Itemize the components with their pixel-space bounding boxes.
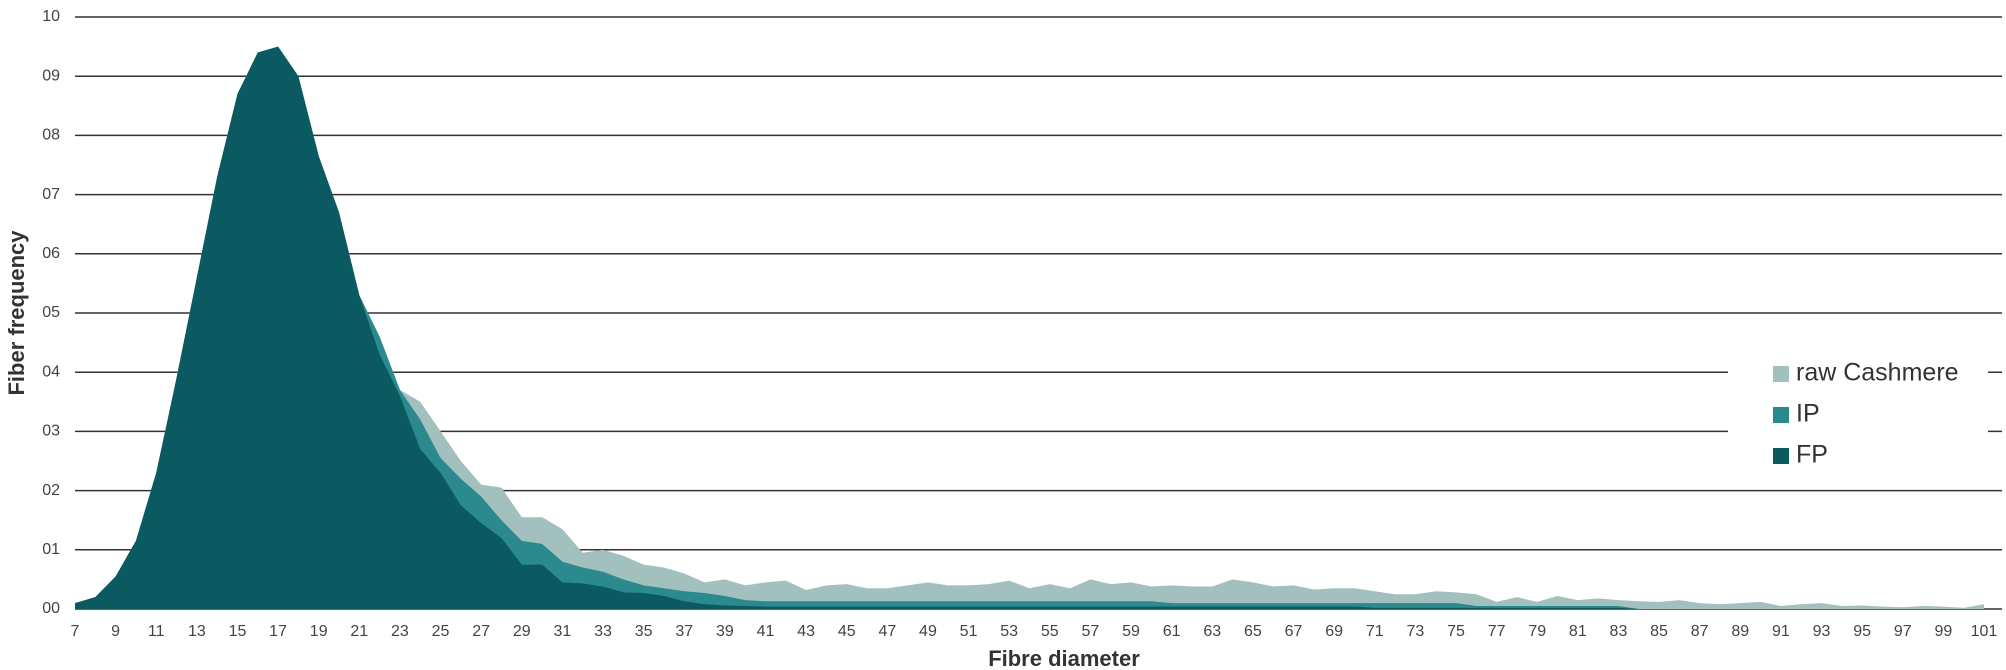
area: [75, 46, 1984, 610]
x-tick-label: 83: [1610, 623, 1628, 640]
legend-swatch: [1773, 407, 1789, 423]
x-tick-label: 55: [1041, 623, 1059, 640]
y-tick-label: 07: [42, 186, 60, 203]
x-tick-label: 75: [1447, 623, 1465, 640]
x-tick-label: 7: [71, 623, 80, 640]
x-tick-label: 11: [148, 623, 165, 640]
x-tick-label: 31: [554, 623, 572, 640]
y-tick-label: 03: [42, 423, 60, 440]
x-tick-label: 35: [635, 623, 653, 640]
y-tick-label: 02: [42, 482, 60, 499]
x-tick-label: 97: [1894, 623, 1912, 640]
x-tick-label: 13: [188, 623, 206, 640]
x-tick-label: 49: [919, 623, 937, 640]
x-tick-label: 89: [1731, 623, 1749, 640]
x-tick-label: 45: [838, 623, 856, 640]
legend-label: FP: [1796, 441, 1828, 469]
x-tick-label: 71: [1366, 623, 1384, 640]
x-tick-label: 19: [310, 623, 328, 640]
x-axis-title: Fibre diameter: [988, 646, 1140, 670]
x-tick-label: 87: [1691, 623, 1709, 640]
x-tick-label: 37: [675, 623, 693, 640]
x-tick-label: 47: [878, 623, 896, 640]
y-tick-label: 08: [42, 127, 60, 144]
y-tick-label: 06: [42, 245, 60, 262]
legend-swatch: [1773, 448, 1789, 464]
x-tick-label: 17: [269, 623, 287, 640]
x-tick-label: 65: [1244, 623, 1262, 640]
x-tick-label: 43: [797, 623, 815, 640]
x-tick-label: 101: [1971, 623, 1998, 640]
x-tick-label: 51: [960, 623, 978, 640]
x-tick-label: 53: [1000, 623, 1018, 640]
x-tick-label: 25: [432, 623, 450, 640]
x-tick-label: 85: [1650, 623, 1668, 640]
y-tick-label: 09: [42, 67, 60, 84]
x-tick-label: 69: [1325, 623, 1343, 640]
x-tick-label: 91: [1772, 623, 1790, 640]
x-tick-label: 39: [716, 623, 734, 640]
x-tick-label: 9: [111, 623, 120, 640]
legend-label: IP: [1796, 400, 1820, 428]
x-tick-label: 29: [513, 623, 531, 640]
y-tick-label: 01: [42, 541, 60, 558]
legend-swatch: [1773, 366, 1789, 382]
x-tick-label: 57: [1082, 623, 1100, 640]
x-tick-label: 21: [350, 623, 368, 640]
x-tick-label: 73: [1406, 623, 1424, 640]
y-axis-title: Fiber frequency: [4, 230, 29, 396]
legend-label: raw Cashmere: [1796, 359, 1959, 387]
y-tick-label: 04: [42, 363, 60, 380]
x-tick-label: 27: [472, 623, 490, 640]
x-tick-label: 15: [229, 623, 247, 640]
y-tick-label: 10: [42, 8, 60, 25]
x-tick-label: 81: [1569, 623, 1587, 640]
x-tick-label: 59: [1122, 623, 1140, 640]
x-tick-label: 95: [1853, 623, 1871, 640]
x-tick-label: 99: [1934, 623, 1952, 640]
x-tick-label: 77: [1488, 623, 1506, 640]
x-tick-label: 63: [1203, 623, 1221, 640]
x-tick-label: 33: [594, 623, 612, 640]
x-tick-label: 61: [1163, 623, 1181, 640]
legend-background: [1728, 345, 1988, 475]
y-tick-label: 05: [42, 304, 60, 321]
x-tick-label: 67: [1285, 623, 1303, 640]
x-tick-label: 79: [1528, 623, 1546, 640]
x-tick-label: 23: [391, 623, 409, 640]
x-tick-label: 93: [1813, 623, 1831, 640]
y-tick-label: 00: [42, 600, 60, 617]
x-tick-label: 41: [757, 623, 775, 640]
